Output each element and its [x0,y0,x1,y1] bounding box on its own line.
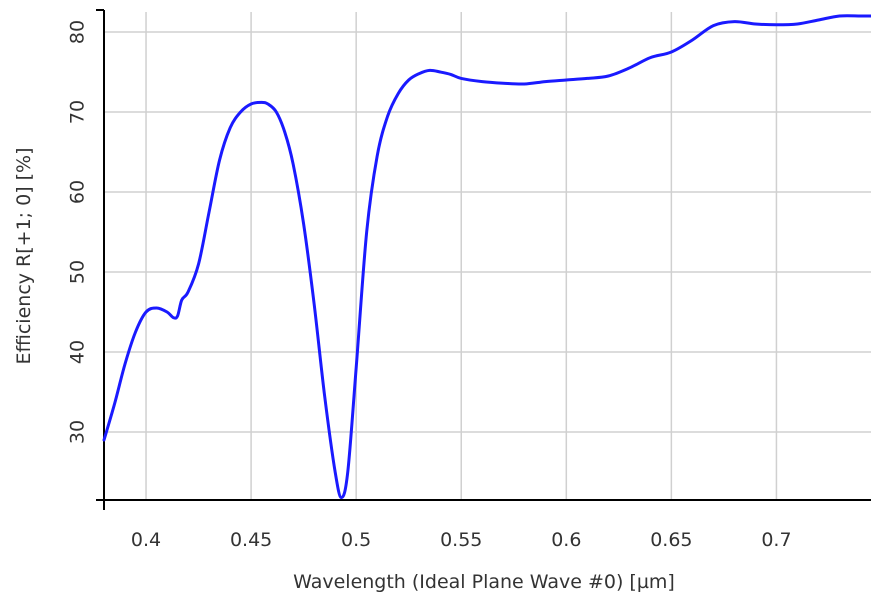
x-tick-label: 0.4 [131,529,161,551]
series-line [102,14,871,500]
y-axis-title: Efficiency R[+1; 0] [%] [13,147,35,364]
series-layer [102,14,871,500]
y-tick-label: 80 [67,20,89,44]
y-tick-label: 50 [67,260,89,284]
y-tick-label: 60 [67,180,89,204]
x-tick-label: 0.6 [551,529,581,551]
grid-lines [104,12,871,500]
x-tick-label: 0.55 [440,529,482,551]
x-tick-label: 0.65 [650,529,692,551]
x-tick-label: 0.45 [230,529,272,551]
x-axis-title: Wavelength (Ideal Plane Wave #0) [µm] [293,571,675,593]
y-tick-label: 40 [67,340,89,364]
x-tick-label: 0.5 [341,529,371,551]
x-tick-label: 0.7 [761,529,791,551]
axes [96,9,871,510]
tick-labels: 0.4 0.45 0.5 0.55 0.6 0.65 0.7 30 40 50 60 70 80 [67,20,792,551]
y-tick-label: 70 [67,100,89,124]
y-tick-label: 30 [67,420,89,444]
